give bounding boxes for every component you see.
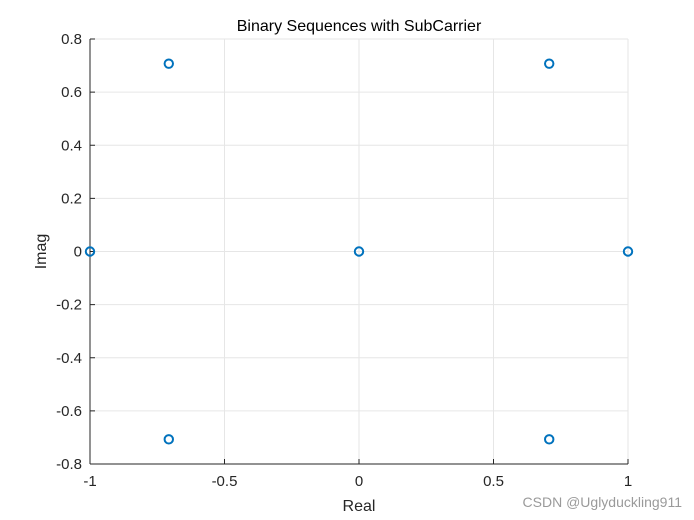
watermark: CSDN @Uglyduckling911 (522, 494, 682, 510)
data-point (353, 246, 365, 257)
x-tick-labels: -1 -0.5 0 0.5 1 (83, 473, 632, 490)
data-points (84, 58, 634, 445)
data-point (84, 246, 96, 257)
y-tick-label: 0 (74, 244, 82, 261)
chart-title: Binary Sequences with SubCarrier (237, 18, 482, 35)
y-tick-label: -0.4 (56, 350, 82, 367)
x-tick-label: 0.5 (483, 473, 504, 490)
x-tick-label: 0 (355, 473, 363, 490)
y-tick-label: -0.8 (56, 456, 82, 473)
x-tick-label: -0.5 (212, 473, 238, 490)
x-tick-label: -1 (83, 473, 96, 490)
data-point (544, 58, 555, 69)
y-tick-label: 0.2 (61, 190, 82, 207)
y-tick-label: 0.8 (61, 31, 82, 48)
x-tick-label: 1 (624, 473, 632, 490)
y-tick-label: -0.6 (56, 403, 82, 420)
y-tick-labels: 0.8 0.6 0.4 0.2 0 -0.2 -0.4 -0.6 -0.8 (56, 31, 82, 473)
y-tick-label: -0.2 (56, 297, 82, 314)
y-tick-label: 0.6 (61, 84, 82, 101)
y-axis-label: Imag (33, 234, 50, 270)
data-point (622, 246, 634, 257)
grid-lines (89, 38, 629, 465)
x-axis-label: Real (343, 498, 376, 515)
data-point (163, 58, 174, 69)
axes (89, 38, 629, 465)
data-point (163, 434, 174, 445)
y-tick-label: 0.4 (61, 137, 82, 154)
data-point (544, 434, 555, 445)
